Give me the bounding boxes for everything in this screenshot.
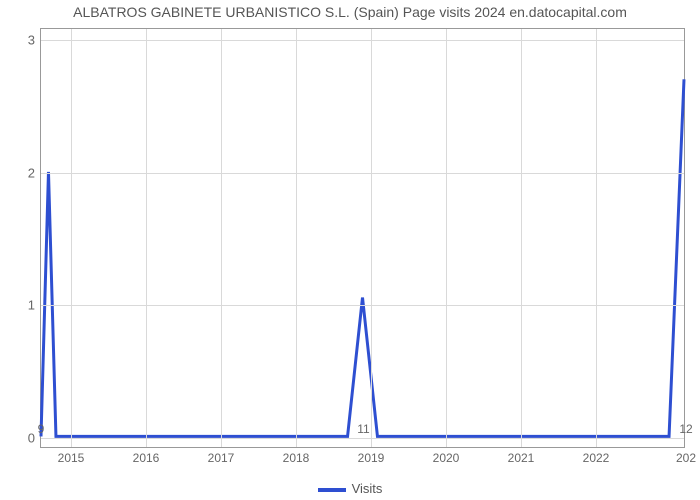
x-tick-label: 2017: [208, 451, 235, 465]
grid-line-vertical: [446, 29, 447, 447]
grid-line-horizontal: [41, 305, 684, 306]
grid-line-vertical: [596, 29, 597, 447]
y-tick-label: 2: [28, 165, 35, 180]
data-point-label: 11: [357, 422, 369, 436]
x-tick-label: 2018: [283, 451, 310, 465]
y-tick-label: 0: [28, 431, 35, 446]
data-point-label: 12: [679, 422, 692, 436]
legend: Visits: [0, 481, 700, 496]
grid-line-vertical: [146, 29, 147, 447]
x-tick-label: 2015: [58, 451, 85, 465]
legend-label: Visits: [352, 481, 383, 496]
chart-container: ALBATROS GABINETE URBANISTICO S.L. (Spai…: [0, 0, 700, 500]
chart-title: ALBATROS GABINETE URBANISTICO S.L. (Spai…: [0, 4, 700, 20]
grid-line-horizontal: [41, 40, 684, 41]
grid-line-vertical: [221, 29, 222, 447]
grid-line-vertical: [71, 29, 72, 447]
x-tick-label: 2022: [583, 451, 610, 465]
grid-line-vertical: [371, 29, 372, 447]
data-point-label: 9: [38, 422, 45, 436]
legend-swatch: [318, 488, 346, 492]
line-series: [41, 29, 684, 447]
y-tick-label: 3: [28, 32, 35, 47]
grid-line-horizontal: [41, 438, 684, 439]
x-tick-label: 2016: [133, 451, 160, 465]
x-tick-label: 2019: [358, 451, 385, 465]
plot-area: 0123201520162017201820192020202120222029…: [40, 28, 685, 448]
x-tick-label: 202: [676, 451, 696, 465]
x-tick-label: 2021: [508, 451, 535, 465]
grid-line-horizontal: [41, 173, 684, 174]
grid-line-vertical: [521, 29, 522, 447]
grid-line-vertical: [296, 29, 297, 447]
y-tick-label: 1: [28, 298, 35, 313]
x-tick-label: 2020: [433, 451, 460, 465]
